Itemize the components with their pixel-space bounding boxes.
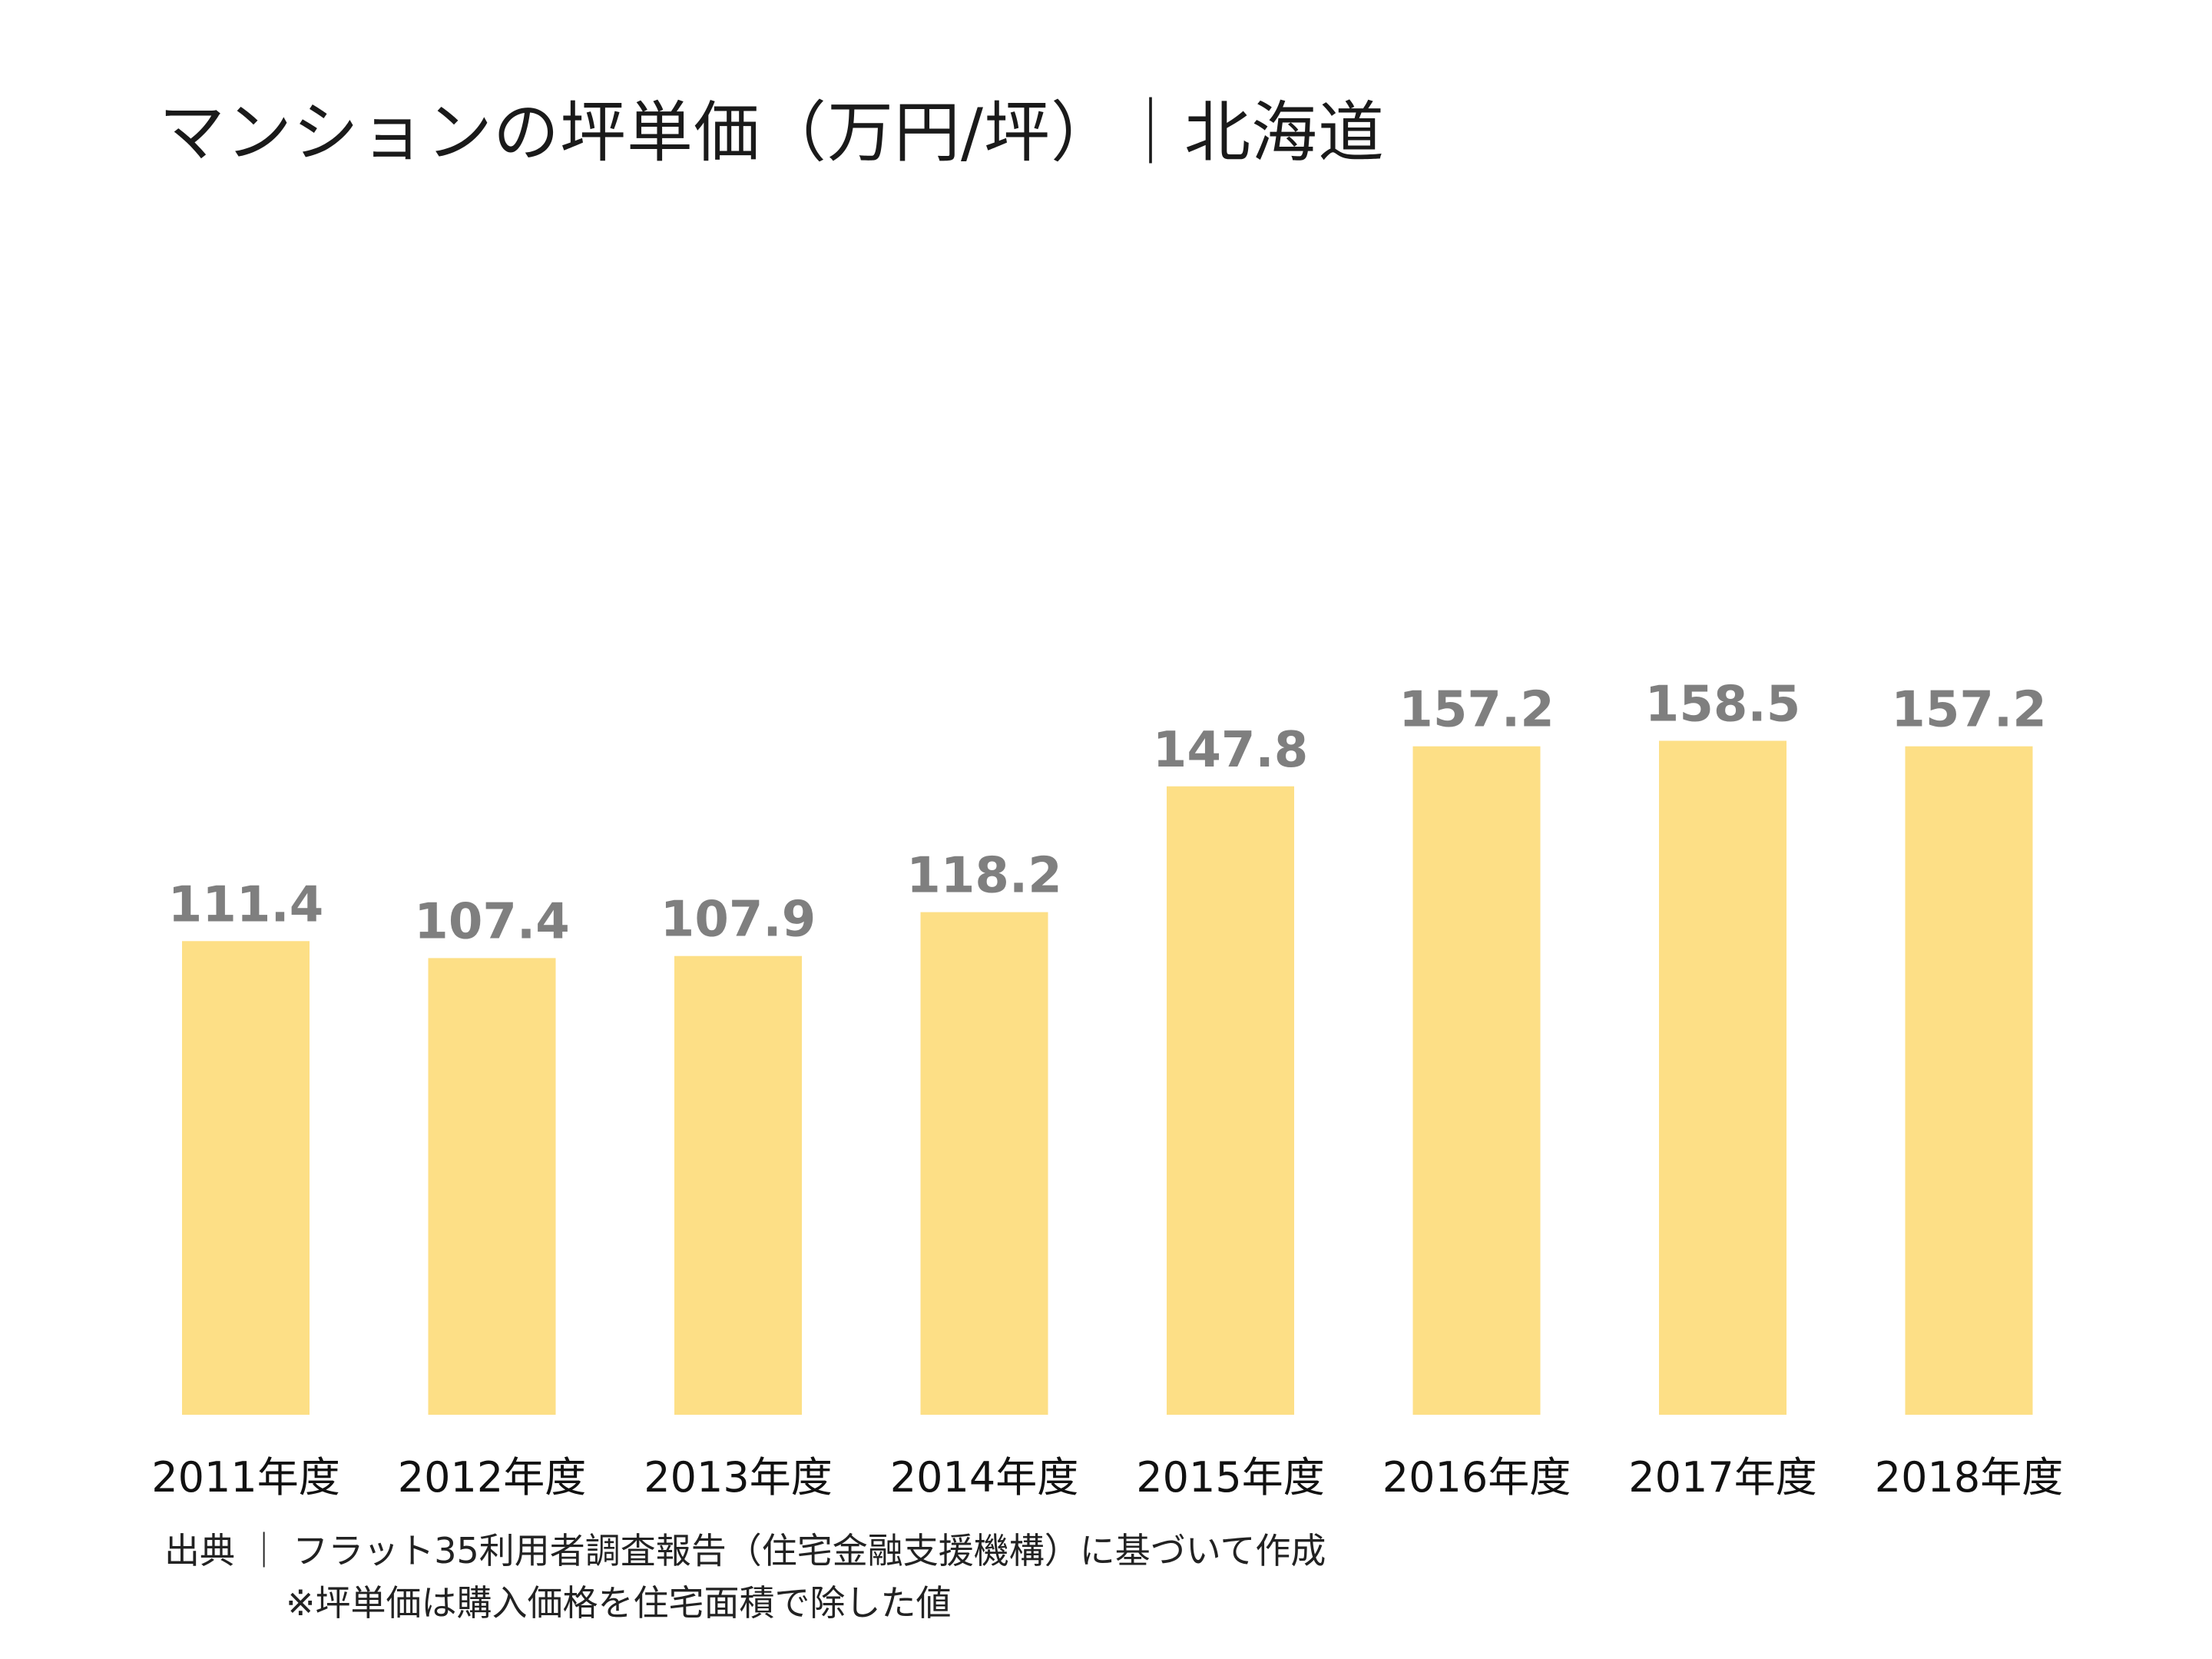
source-note: 出典 ｜ フラット35利用者調査報告（住宅金融支援機構）に基づいて作成 [164, 1530, 1326, 1571]
bar-2 [428, 958, 556, 1415]
chart-title: マンションの坪単価（万円/坪）｜北海道 [159, 94, 1385, 171]
x-tick-label-7: 2017年度 [1628, 1453, 1816, 1502]
bar-4 [920, 912, 1048, 1415]
footnote: ※坪単価は購入価格を住宅面積で除した値 [286, 1582, 952, 1624]
value-label-2: 107.4 [414, 893, 569, 950]
x-tick-label-8: 2018年度 [1875, 1453, 2063, 1502]
bar-6 [1412, 746, 1541, 1415]
value-label-8: 157.2 [1891, 682, 2046, 739]
x-tick-label-5: 2015年度 [1136, 1453, 1324, 1502]
value-label-3: 107.9 [661, 892, 816, 949]
value-label-4: 118.2 [906, 848, 1061, 905]
x-tick-label-6: 2016年度 [1382, 1453, 1571, 1502]
value-label-1: 111.4 [168, 876, 323, 933]
x-tick-label-1: 2011年度 [151, 1453, 339, 1502]
value-labels-layer: 111.4 107.4 107.9 118.2 147.8 157.2 158.5 157.2 [168, 677, 2047, 951]
value-label-5: 147.8 [1153, 722, 1308, 779]
x-axis-tick-labels: 2011年度 2012年度 2013年度 2014年度 2015年度 2016年度 2017… [151, 1453, 2063, 1502]
x-tick-label-3: 2013年度 [644, 1453, 832, 1502]
value-label-7: 158.5 [1645, 677, 1800, 733]
bar-5 [1167, 786, 1294, 1415]
x-tick-label-2: 2012年度 [398, 1453, 586, 1502]
bar-1 [182, 941, 310, 1415]
value-label-6: 157.2 [1399, 682, 1554, 739]
x-tick-label-4: 2014年度 [890, 1453, 1078, 1502]
bar-7 [1659, 740, 1786, 1415]
bar-8 [1905, 746, 2033, 1415]
bar-3 [674, 955, 802, 1415]
bars-layer [182, 740, 2033, 1415]
